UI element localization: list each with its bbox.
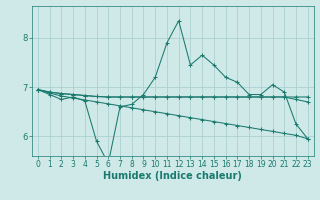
X-axis label: Humidex (Indice chaleur): Humidex (Indice chaleur) — [103, 171, 242, 181]
